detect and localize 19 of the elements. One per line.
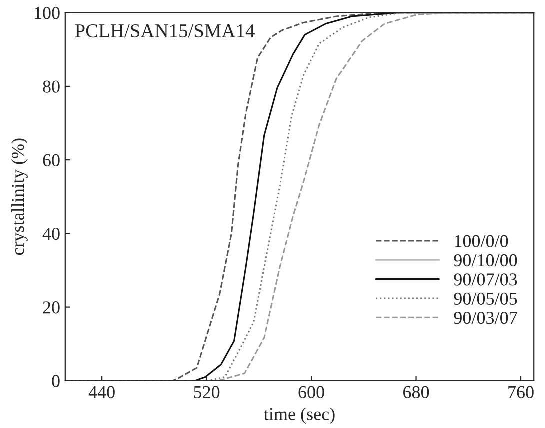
x-tick-label: 760	[508, 386, 534, 398]
y-tick-label: 80	[43, 80, 60, 93]
x-tick-label: 680	[404, 386, 430, 398]
y-tick-label: 100	[35, 7, 60, 20]
y-axis-title: crystallinity (%)	[11, 138, 28, 256]
x-tick-label: 440	[88, 386, 115, 398]
y-tick-label: 0	[52, 375, 60, 388]
legend-label: 90/07/03	[454, 274, 518, 286]
legend-label: 100/0/0	[455, 235, 508, 248]
x-tick-label: 600	[298, 386, 324, 398]
legend-label: 90/05/05	[454, 292, 518, 305]
x-tick-label: 520	[194, 386, 220, 398]
y-tick-label: 40	[42, 228, 60, 240]
y-tick-label: 20	[43, 302, 60, 314]
legend-label: 90/10/00	[454, 254, 518, 267]
x-axis-title: time (sec)	[264, 408, 335, 424]
y-tick-label: 60	[43, 154, 60, 167]
legend-label: 90/03/07	[454, 312, 518, 324]
annotation: PCLH/SAN15/SMA14	[75, 24, 255, 38]
